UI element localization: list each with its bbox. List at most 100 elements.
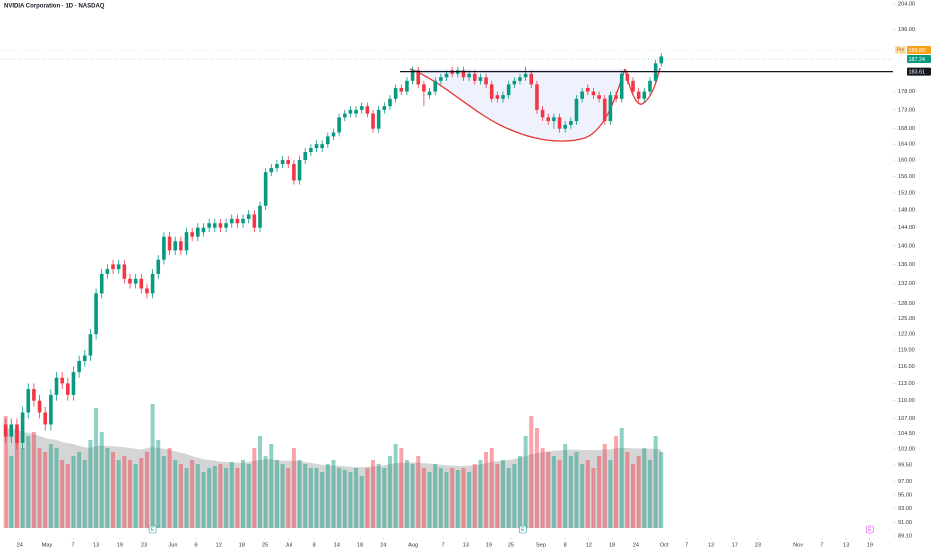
candle-body <box>602 98 607 122</box>
y-tick-label: 173.00 <box>898 107 915 113</box>
volume-bar <box>201 472 206 528</box>
y-tick-label: 122.00 <box>898 332 915 338</box>
y-tick-label: 91.00 <box>898 520 912 526</box>
y-tick-label: 104.50 <box>898 431 915 437</box>
volume-bar <box>190 460 195 528</box>
y-tick-label: 168.00 <box>898 126 915 132</box>
event-marker <box>866 525 874 534</box>
candle-body <box>642 91 647 99</box>
candle-body <box>388 98 392 107</box>
x-tick-label: 13 <box>93 542 99 548</box>
volume-bar <box>291 448 296 528</box>
volume-bar <box>404 460 409 528</box>
candle-body <box>320 144 324 149</box>
x-tick-label: 18 <box>357 542 363 548</box>
candle-body <box>105 269 110 274</box>
x-tick-label: 25 <box>262 542 268 548</box>
volume-bar <box>568 456 573 528</box>
volume-bar <box>303 464 308 528</box>
candle-body <box>342 113 347 118</box>
volume-bar <box>501 460 506 528</box>
y-tick-label: 110.00 <box>898 398 915 404</box>
x-tick-label: 19 <box>867 542 873 548</box>
candle-body <box>88 334 93 356</box>
volume-bar <box>257 436 262 528</box>
y-tick-label: 102.00 <box>898 447 915 453</box>
volume-bar <box>297 460 302 528</box>
candle-body <box>625 73 630 81</box>
volume-bar <box>467 472 472 528</box>
volume-bar <box>331 460 336 528</box>
candle-body <box>461 70 466 78</box>
candle-body <box>399 87 404 92</box>
y-tick-label: 164.00 <box>898 142 915 148</box>
x-tick-label: Jul <box>285 542 292 548</box>
y-tick-label: 113.00 <box>898 381 915 387</box>
y-tick-label: 136.00 <box>898 262 915 268</box>
y-tick-label: 128.00 <box>898 301 915 307</box>
x-tick-label: 7 <box>685 542 688 548</box>
volume-bar <box>636 456 641 528</box>
volume-bar <box>478 460 483 528</box>
x-tick-label: 24 <box>633 542 639 548</box>
candle-body <box>648 80 652 92</box>
candle-body <box>156 259 161 274</box>
y-tick-label: 140.00 <box>898 243 915 249</box>
volume-bar <box>342 470 347 528</box>
cup-curve <box>409 68 626 142</box>
x-tick-label: 13 <box>843 542 849 548</box>
x-tick-label: Oct <box>660 542 669 548</box>
y-tick-label: 89.10 <box>898 533 912 539</box>
x-tick-label: 18 <box>239 542 245 548</box>
x-tick-label: 8 <box>564 542 567 548</box>
candle-body <box>252 214 257 228</box>
candle-body <box>636 91 641 99</box>
y-tick-label: 99.50 <box>898 463 912 469</box>
volume-bar <box>280 464 285 528</box>
price-label-box <box>907 67 931 76</box>
x-tick-label: 13 <box>708 542 714 548</box>
candle-body <box>619 73 624 99</box>
candle-body <box>354 109 358 114</box>
candle-body <box>3 424 8 437</box>
candle-body <box>26 389 31 413</box>
candle-body <box>585 87 590 92</box>
volume-bar <box>150 404 155 528</box>
candle-body <box>512 80 517 85</box>
x-tick-label: Jun <box>168 542 177 548</box>
event-marker-label: E <box>151 527 155 533</box>
volume-bar <box>444 472 449 528</box>
volume-bar <box>642 448 647 528</box>
candle-body <box>501 95 505 99</box>
candle-body <box>122 264 127 279</box>
candle-body <box>196 227 200 237</box>
candle-body <box>263 172 268 206</box>
volume-bar <box>416 456 421 528</box>
candle-body <box>523 73 528 78</box>
volume-bar <box>156 440 161 528</box>
candle-body <box>111 264 115 270</box>
candle-body <box>331 132 336 137</box>
chart-title: NVIDIA Corporation · 1D · NASDAQ <box>4 4 105 10</box>
candle-body <box>393 87 398 99</box>
volume-bar <box>359 476 364 528</box>
volume-bar <box>433 464 438 528</box>
volume-bar <box>337 468 342 528</box>
volume-bar <box>218 464 223 528</box>
volume-bar <box>325 464 330 528</box>
event-marker <box>148 525 157 534</box>
volume-bar <box>506 468 511 528</box>
candle-body <box>444 73 449 78</box>
volume-bar <box>438 468 443 528</box>
candle-body <box>60 377 64 384</box>
candle-body <box>439 77 443 81</box>
candle-body <box>297 160 302 181</box>
candle-body <box>467 73 471 78</box>
candle-body <box>410 70 415 81</box>
candle-body <box>382 106 387 110</box>
volume-bar <box>207 468 212 528</box>
candle-body <box>280 160 285 165</box>
candle-body <box>241 218 245 224</box>
candle-body <box>269 168 274 173</box>
x-tick-label: 25 <box>508 542 514 548</box>
